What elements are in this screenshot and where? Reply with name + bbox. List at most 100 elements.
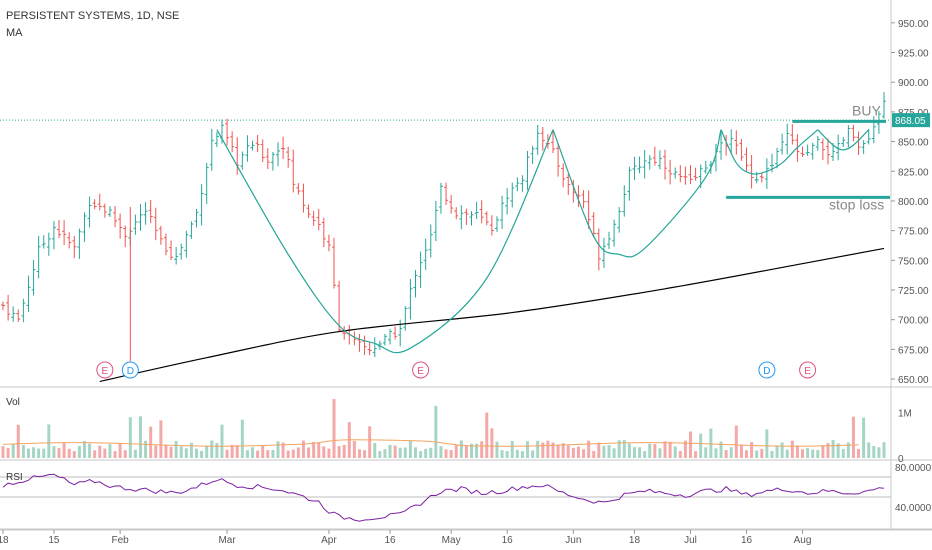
candle bbox=[143, 202, 148, 225]
candle bbox=[326, 234, 331, 252]
candle bbox=[163, 233, 168, 256]
volume-bar bbox=[449, 450, 453, 458]
candle bbox=[92, 199, 97, 210]
event-marker bbox=[799, 361, 817, 379]
volume-bar bbox=[653, 444, 657, 458]
volume-bar bbox=[495, 441, 499, 458]
volume-bar bbox=[332, 399, 336, 458]
volume-bar bbox=[551, 442, 555, 458]
volume-bar bbox=[291, 449, 295, 458]
candle bbox=[861, 140, 866, 155]
price-tick-label: 900.00 bbox=[898, 78, 929, 89]
candle bbox=[775, 147, 780, 169]
volume-bar bbox=[103, 448, 107, 458]
volume-bar bbox=[322, 446, 326, 458]
volume-bar bbox=[408, 441, 412, 458]
candle bbox=[225, 118, 230, 146]
volume-bar bbox=[745, 450, 749, 458]
candle bbox=[67, 232, 72, 249]
candle bbox=[184, 230, 189, 258]
candle bbox=[199, 184, 204, 226]
candle bbox=[433, 200, 438, 242]
candle bbox=[316, 208, 321, 231]
volume-bar bbox=[47, 424, 51, 458]
candle bbox=[489, 215, 494, 236]
candle bbox=[505, 188, 510, 215]
candle bbox=[607, 231, 612, 249]
candle bbox=[250, 140, 255, 151]
volume-bar bbox=[485, 412, 489, 458]
volume-bar bbox=[419, 451, 423, 458]
volume-bar bbox=[846, 442, 850, 458]
volume-bar bbox=[342, 444, 346, 458]
candle bbox=[301, 183, 306, 213]
candle bbox=[245, 135, 250, 162]
candle bbox=[174, 247, 179, 265]
volume-bar bbox=[67, 448, 71, 458]
volume-bar bbox=[541, 442, 545, 458]
volume-bar bbox=[373, 443, 377, 458]
candle bbox=[566, 173, 571, 195]
event-marker bbox=[412, 361, 430, 379]
candle bbox=[107, 206, 112, 217]
volume-bar bbox=[683, 440, 687, 458]
candle bbox=[16, 309, 21, 322]
candle bbox=[494, 216, 499, 232]
candle bbox=[230, 131, 235, 153]
volume-bar bbox=[179, 446, 183, 458]
candle bbox=[428, 224, 433, 258]
volume-bar bbox=[694, 451, 698, 458]
candle bbox=[367, 342, 372, 356]
candle bbox=[561, 163, 566, 188]
volume-bar bbox=[26, 448, 30, 458]
candle bbox=[311, 210, 316, 226]
volume-bar bbox=[281, 442, 285, 458]
volume-bar bbox=[520, 451, 524, 458]
candle bbox=[357, 333, 362, 352]
candle bbox=[739, 138, 744, 161]
volume-bar bbox=[490, 428, 494, 458]
volume-bar bbox=[149, 426, 153, 458]
volume-bar bbox=[296, 447, 300, 458]
volume-bar bbox=[230, 444, 234, 458]
volume-average-line bbox=[2, 439, 859, 447]
price-tick-label: 825.00 bbox=[898, 167, 929, 178]
time-tick-label: May bbox=[442, 535, 461, 546]
event-marker-label: D bbox=[127, 366, 134, 377]
candle bbox=[57, 220, 62, 239]
rsi-line bbox=[2, 473, 885, 522]
candle bbox=[204, 162, 209, 204]
candle bbox=[214, 132, 219, 147]
volume-bar bbox=[118, 443, 122, 458]
candle bbox=[678, 165, 683, 183]
rsi-tick-label: 80.0000 bbox=[895, 463, 932, 474]
volume-bar bbox=[750, 442, 754, 458]
candle bbox=[362, 335, 367, 356]
volume-bar bbox=[795, 445, 799, 458]
volume-bar bbox=[841, 449, 845, 458]
candle bbox=[622, 185, 627, 217]
candle bbox=[449, 194, 454, 214]
volume-bar bbox=[327, 448, 331, 458]
volume-bar bbox=[546, 440, 550, 458]
candle bbox=[810, 142, 815, 160]
volume-bar bbox=[398, 447, 402, 458]
candle bbox=[408, 279, 413, 320]
candle bbox=[703, 160, 708, 174]
candle bbox=[688, 165, 693, 185]
candle bbox=[438, 182, 443, 214]
candle bbox=[479, 200, 484, 224]
candle bbox=[719, 131, 724, 160]
candle bbox=[403, 306, 408, 331]
candle bbox=[764, 158, 769, 189]
volume-bar bbox=[699, 433, 703, 458]
volume-bar bbox=[790, 440, 794, 458]
time-tick-label: Apr bbox=[321, 535, 337, 546]
candle bbox=[413, 270, 418, 298]
volume-bar bbox=[668, 441, 672, 458]
volume-bar bbox=[821, 445, 825, 458]
candle bbox=[6, 294, 11, 321]
price-tick-label: 750.00 bbox=[898, 256, 929, 267]
candle bbox=[62, 220, 67, 245]
volume-bar bbox=[770, 450, 774, 458]
